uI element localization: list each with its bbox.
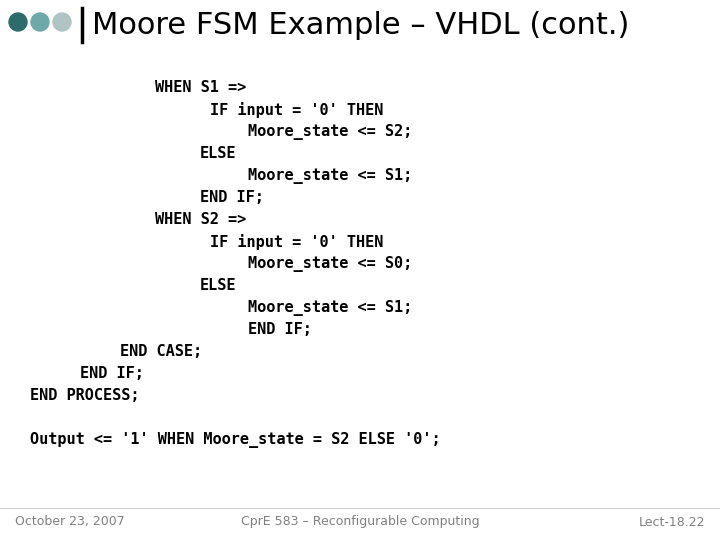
Text: END IF;: END IF; bbox=[248, 322, 312, 337]
Text: END IF;: END IF; bbox=[80, 366, 144, 381]
Circle shape bbox=[9, 13, 27, 31]
Text: WHEN S2 =>: WHEN S2 => bbox=[155, 212, 246, 227]
Text: END CASE;: END CASE; bbox=[120, 344, 202, 359]
Text: IF input = '0' THEN: IF input = '0' THEN bbox=[210, 234, 383, 250]
Text: IF input = '0' THEN: IF input = '0' THEN bbox=[210, 102, 383, 118]
Text: WHEN S1 =>: WHEN S1 => bbox=[155, 80, 246, 95]
Text: Moore_state <= S1;: Moore_state <= S1; bbox=[248, 168, 413, 184]
Text: October 23, 2007: October 23, 2007 bbox=[15, 516, 125, 529]
Text: ELSE: ELSE bbox=[200, 278, 236, 293]
Text: Moore_state <= S1;: Moore_state <= S1; bbox=[248, 300, 413, 316]
Circle shape bbox=[53, 13, 71, 31]
Text: Moore_state <= S2;: Moore_state <= S2; bbox=[248, 124, 413, 140]
Text: Moore_state <= S0;: Moore_state <= S0; bbox=[248, 256, 413, 272]
Text: ELSE: ELSE bbox=[200, 146, 236, 161]
Text: Output <= '1' WHEN Moore_state = S2 ELSE '0';: Output <= '1' WHEN Moore_state = S2 ELSE… bbox=[30, 432, 441, 448]
Text: END PROCESS;: END PROCESS; bbox=[30, 388, 140, 403]
Text: CprE 583 – Reconfigurable Computing: CprE 583 – Reconfigurable Computing bbox=[240, 516, 480, 529]
Text: END IF;: END IF; bbox=[200, 190, 264, 205]
Circle shape bbox=[31, 13, 49, 31]
Text: Moore FSM Example – VHDL (cont.): Moore FSM Example – VHDL (cont.) bbox=[92, 10, 629, 39]
Text: Lect-18.22: Lect-18.22 bbox=[639, 516, 705, 529]
